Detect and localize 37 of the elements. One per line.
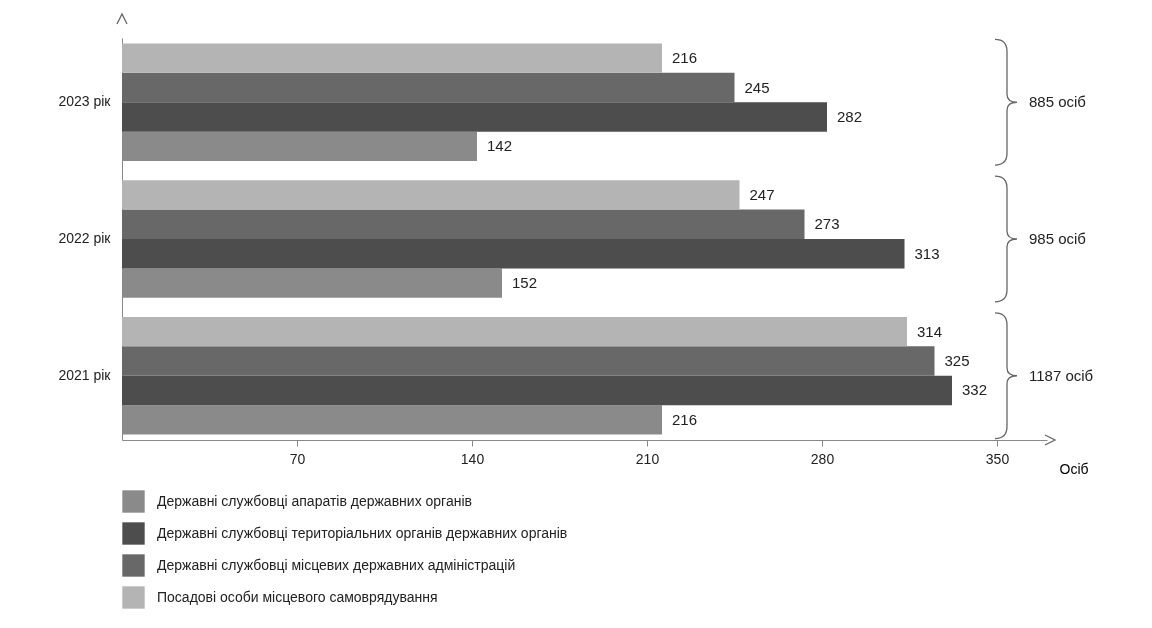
x-tick-label: 140 xyxy=(460,450,485,467)
legend-label: Державні службовці місцевих державних адміністрацій xyxy=(157,556,516,573)
x-tick-label: 350 xyxy=(985,450,1010,467)
legend-label: Державні службовці апаратів державних органів xyxy=(157,492,472,509)
data-label: 247 xyxy=(749,185,775,203)
data-label: 216 xyxy=(672,410,698,428)
bar xyxy=(122,375,952,406)
bar xyxy=(122,72,735,103)
x-tick-label: 70 xyxy=(289,450,306,467)
data-label: 152 xyxy=(512,274,538,292)
data-label: 313 xyxy=(914,244,940,262)
data-label: 142 xyxy=(487,137,513,155)
annotation: 885 осіб xyxy=(1029,93,1086,111)
data-label: 314 xyxy=(917,322,943,340)
y-tick-label: 2021 рік xyxy=(58,366,112,383)
bar xyxy=(122,180,740,210)
y-tick-label: 2022 рік xyxy=(58,230,112,246)
data-label: 273 xyxy=(814,215,840,233)
legend-label: Посадові особи місцевого самоврядування xyxy=(157,588,438,605)
data-label: 282 xyxy=(837,107,863,125)
bar xyxy=(122,102,827,132)
data-label: 325 xyxy=(944,352,970,370)
y-tick-label: 2023 рік xyxy=(58,93,112,110)
x-axis-title: Осіб xyxy=(1059,460,1089,477)
bar xyxy=(122,346,935,376)
x-tick-label: 280 xyxy=(810,450,835,467)
x-tick-label: 210 xyxy=(635,450,660,467)
annotation: 1187 осіб xyxy=(1029,366,1094,384)
bar xyxy=(122,239,905,269)
data-label: 332 xyxy=(962,381,988,399)
bar xyxy=(122,209,805,239)
legend-label: Державні службовці територіальних органів державних органів xyxy=(157,524,568,541)
data-label: 216 xyxy=(672,49,698,67)
data-label: 245 xyxy=(744,78,770,96)
bar xyxy=(122,316,907,347)
annotation: 985 осіб xyxy=(1029,230,1086,247)
bar xyxy=(122,43,662,73)
